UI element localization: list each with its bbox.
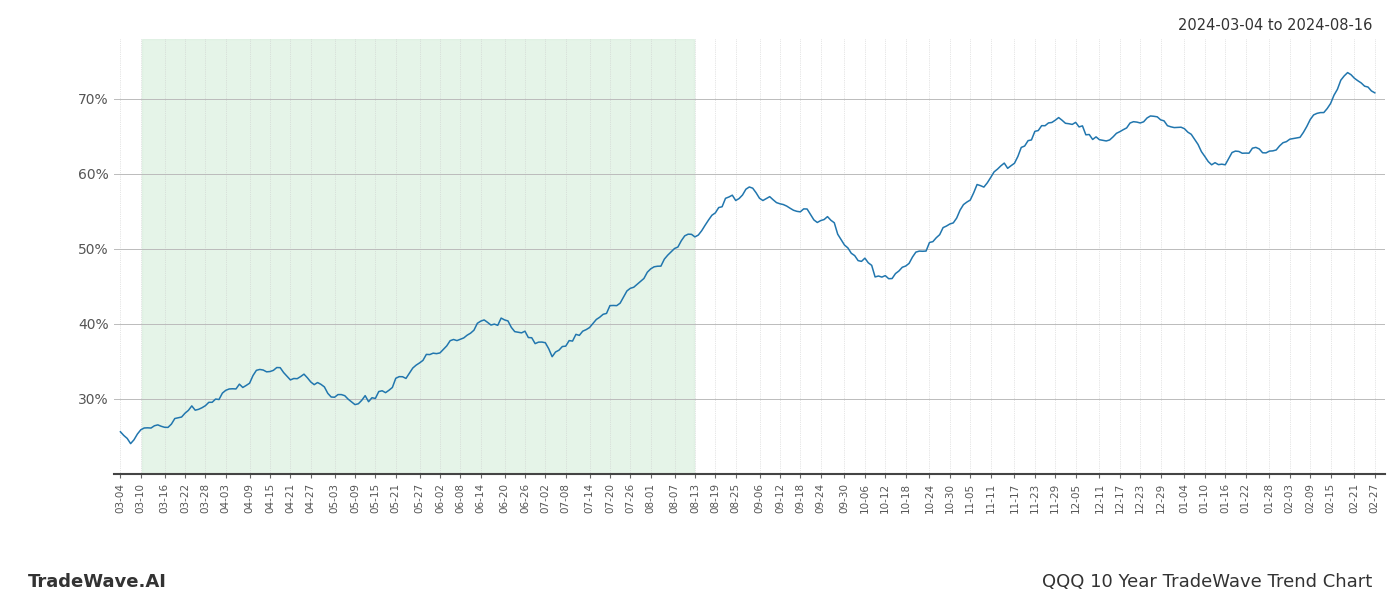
Text: TradeWave.AI: TradeWave.AI: [28, 573, 167, 591]
Text: 2024-03-04 to 2024-08-16: 2024-03-04 to 2024-08-16: [1177, 18, 1372, 33]
Bar: [141, 39, 694, 474]
Text: QQQ 10 Year TradeWave Trend Chart: QQQ 10 Year TradeWave Trend Chart: [1042, 573, 1372, 591]
